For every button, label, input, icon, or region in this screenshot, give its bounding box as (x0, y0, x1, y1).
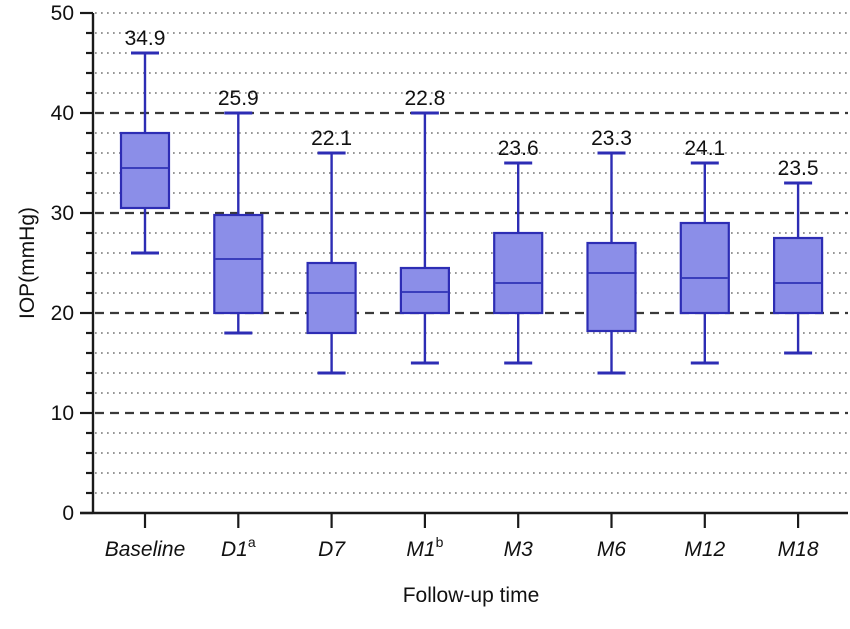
box-value-label: 22.8 (404, 87, 445, 110)
iqr-box (772, 236, 824, 315)
box-group-m1: 22.8 M1b (399, 87, 450, 561)
box-group-m18: 23.5 M18 (772, 157, 824, 561)
box-group-d7: 22.1 D7 (306, 127, 357, 561)
x-category-label: D7 (318, 538, 346, 561)
box-value-label: 23.3 (591, 127, 632, 150)
iqr-box (679, 221, 730, 315)
box-value-label: 23.6 (498, 137, 539, 160)
y-tick-label: 30 (51, 202, 74, 225)
box-value-label: 25.9 (218, 87, 259, 110)
box-group-baseline: 34.9 Baseline (105, 27, 186, 561)
box-value-label: 23.5 (778, 157, 819, 180)
x-category-label: D1a (221, 534, 256, 561)
iqr-box (119, 131, 171, 210)
y-axis-title: IOP(mmHg) (16, 207, 39, 319)
x-category-label: M1b (406, 534, 443, 561)
x-category-label: Baseline (105, 538, 186, 561)
iqr-box (399, 266, 450, 315)
iqr-box (493, 231, 544, 315)
x-category-label: M6 (597, 538, 626, 561)
iqr-box (306, 261, 357, 335)
x-category-label: M3 (504, 538, 533, 561)
box-value-label: 22.1 (311, 127, 352, 150)
iqr-box (213, 213, 264, 315)
x-category-label: M18 (778, 538, 819, 561)
iqr-box (586, 241, 637, 333)
box-group-m3: 23.6 M3 (493, 137, 544, 561)
y-tick-label: 50 (51, 2, 74, 25)
x-category-label: M12 (684, 538, 725, 561)
y-tick-label: 20 (51, 302, 74, 325)
x-axis-title: Follow-up time (402, 584, 540, 607)
y-tick-label: 40 (51, 102, 74, 125)
y-tick-label: 10 (51, 402, 74, 425)
box-value-label: 34.9 (125, 27, 166, 50)
box-group-m12: 24.1 M12 (679, 137, 730, 561)
box-value-label: 24.1 (684, 137, 725, 160)
box-group-m6: 23.3 M6 (586, 127, 637, 561)
y-tick-label: 0 (62, 502, 74, 525)
box-group-d1: 25.9 D1a (213, 87, 264, 561)
